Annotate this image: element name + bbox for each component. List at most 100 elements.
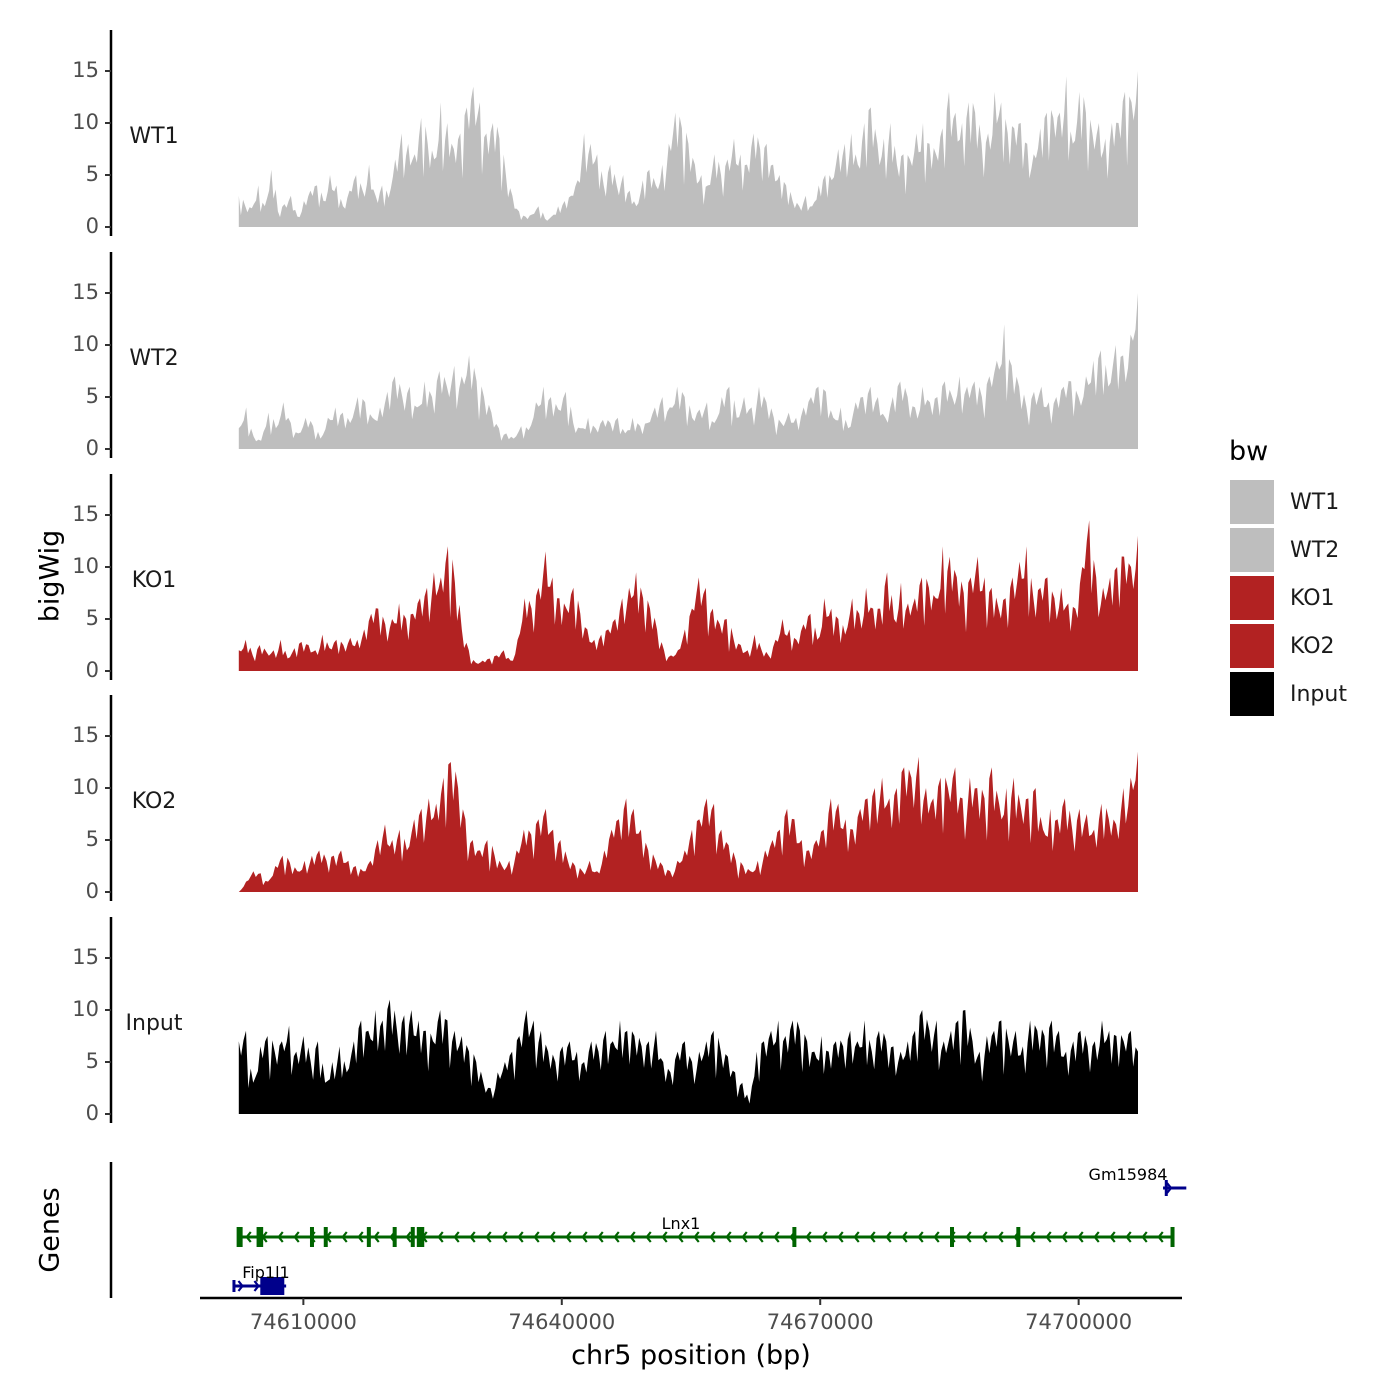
exon xyxy=(1016,1227,1021,1247)
strand-arrow xyxy=(253,1280,260,1292)
strand-arrow xyxy=(821,1231,828,1243)
strand-arrow xyxy=(1045,1231,1052,1243)
strand-arrow xyxy=(405,1231,412,1243)
exon xyxy=(323,1227,328,1247)
strand-arrow xyxy=(597,1231,604,1243)
gene-gm15984: Gm15984 xyxy=(1089,1165,1187,1196)
genes-axis-title: Genes xyxy=(35,1187,66,1272)
strand-arrow xyxy=(629,1231,636,1243)
y-tick-label: 0 xyxy=(86,214,99,238)
exon xyxy=(1164,1180,1168,1196)
exon xyxy=(256,1227,261,1247)
genes-track: Genes Gm15984 Lnx1 Fip1l1 xyxy=(35,1162,1187,1298)
gene-label: Gm15984 xyxy=(1089,1165,1168,1184)
y-tick-label: 0 xyxy=(86,879,99,903)
strand-arrow xyxy=(485,1231,492,1243)
legend-label-ko2: KO2 xyxy=(1290,634,1335,659)
track-ko2: 0 5 10 15 KO2 xyxy=(72,695,1139,903)
legend-swatch-input xyxy=(1230,672,1274,716)
y-tick-label: 10 xyxy=(72,110,99,134)
strand-arrow xyxy=(1166,1182,1173,1194)
legend-swatch-wt1 xyxy=(1230,480,1274,524)
strand-arrow xyxy=(1141,1231,1148,1243)
x-tick-label: 74640000 xyxy=(508,1310,615,1334)
strand-arrow xyxy=(549,1231,556,1243)
strand-arrow xyxy=(565,1231,572,1243)
y-tick-label: 5 xyxy=(86,384,99,408)
strand-arrow xyxy=(757,1231,764,1243)
y-tick-label: 0 xyxy=(86,436,99,460)
track-ko1: 0 5 10 15 KO1 xyxy=(72,474,1139,682)
strand-arrow xyxy=(357,1231,364,1243)
gene-label: Fip1l1 xyxy=(242,1263,289,1282)
signal-tracks: 0 5 10 15 WT1 0 5 10 15 WT2 0 5 10 15 KO1 0 5 10 15 KO2 0 5 10… xyxy=(72,30,1139,1125)
exon xyxy=(416,1227,421,1247)
y-tick-label: 10 xyxy=(72,775,99,799)
track-label: WT1 xyxy=(129,124,178,149)
y-tick-label: 5 xyxy=(86,162,99,186)
strand-arrow xyxy=(997,1231,1004,1243)
x-tick-label: 74610000 xyxy=(250,1310,357,1334)
strand-arrow xyxy=(965,1231,972,1243)
strand-arrow xyxy=(1061,1231,1068,1243)
strand-arrow xyxy=(725,1231,732,1243)
y-tick-label: 15 xyxy=(72,945,99,969)
track-label: Input xyxy=(126,1011,183,1036)
strand-arrow xyxy=(613,1231,620,1243)
strand-arrow xyxy=(661,1231,668,1243)
exon xyxy=(259,1227,264,1247)
x-tick-label: 74700000 xyxy=(1025,1310,1132,1334)
legend-label-wt2: WT2 xyxy=(1290,538,1339,563)
y-tick-label: 10 xyxy=(72,997,99,1021)
strand-arrow xyxy=(453,1231,460,1243)
y-tick-label: 15 xyxy=(72,723,99,747)
signal-area-wt2 xyxy=(238,293,1139,449)
track-wt1: 0 5 10 15 WT1 xyxy=(72,30,1139,238)
strand-arrow xyxy=(741,1231,748,1243)
x-axis: chr5 position (bp) 74610000 74640000 74670… xyxy=(200,1296,1182,1371)
gene-fip1l1: Fip1l1 xyxy=(232,1263,290,1295)
strand-arrow xyxy=(1029,1231,1036,1243)
strand-arrow xyxy=(581,1231,588,1243)
track-label: KO2 xyxy=(132,789,177,814)
y-tick-label: 15 xyxy=(72,58,99,82)
strand-arrow xyxy=(837,1231,844,1243)
y-tick-label: 5 xyxy=(86,827,99,851)
track-label: KO1 xyxy=(132,568,177,593)
strand-arrow xyxy=(1077,1231,1084,1243)
exon xyxy=(260,1277,285,1295)
strand-arrow xyxy=(293,1231,300,1243)
strand-arrow xyxy=(981,1231,988,1243)
exon xyxy=(410,1227,415,1247)
strand-arrow xyxy=(437,1231,444,1243)
strand-arrow xyxy=(1093,1231,1100,1243)
strand-arrow xyxy=(237,1280,244,1292)
exon xyxy=(1170,1227,1175,1247)
strand-arrow xyxy=(277,1231,284,1243)
strand-arrow xyxy=(245,1231,252,1243)
y-axis-title: bigWig xyxy=(35,530,66,623)
y-tick-label: 10 xyxy=(72,332,99,356)
track-input: 0 5 10 15 Input xyxy=(72,917,1139,1125)
signal-area-input xyxy=(238,999,1139,1114)
signal-area-wt1 xyxy=(238,71,1139,227)
strand-arrow xyxy=(869,1231,876,1243)
strand-arrow xyxy=(469,1231,476,1243)
strand-arrow xyxy=(677,1231,684,1243)
y-tick-label: 15 xyxy=(72,502,99,526)
legend-title: bw xyxy=(1229,436,1268,467)
strand-arrow xyxy=(373,1231,380,1243)
y-tick-label: 0 xyxy=(86,1101,99,1125)
legend-label-wt1: WT1 xyxy=(1290,490,1339,515)
gene-label: Lnx1 xyxy=(662,1214,701,1233)
y-tick-label: 5 xyxy=(86,606,99,630)
strand-arrow xyxy=(501,1231,508,1243)
exon xyxy=(950,1227,955,1247)
exon xyxy=(792,1227,797,1247)
legend-swatch-wt2 xyxy=(1230,528,1274,572)
y-tick-label: 15 xyxy=(72,280,99,304)
signal-area-ko2 xyxy=(238,751,1139,892)
x-tick-label: 74670000 xyxy=(767,1310,874,1334)
legend: bw WT1 WT2 KO1 KO2 Input xyxy=(1229,436,1347,716)
